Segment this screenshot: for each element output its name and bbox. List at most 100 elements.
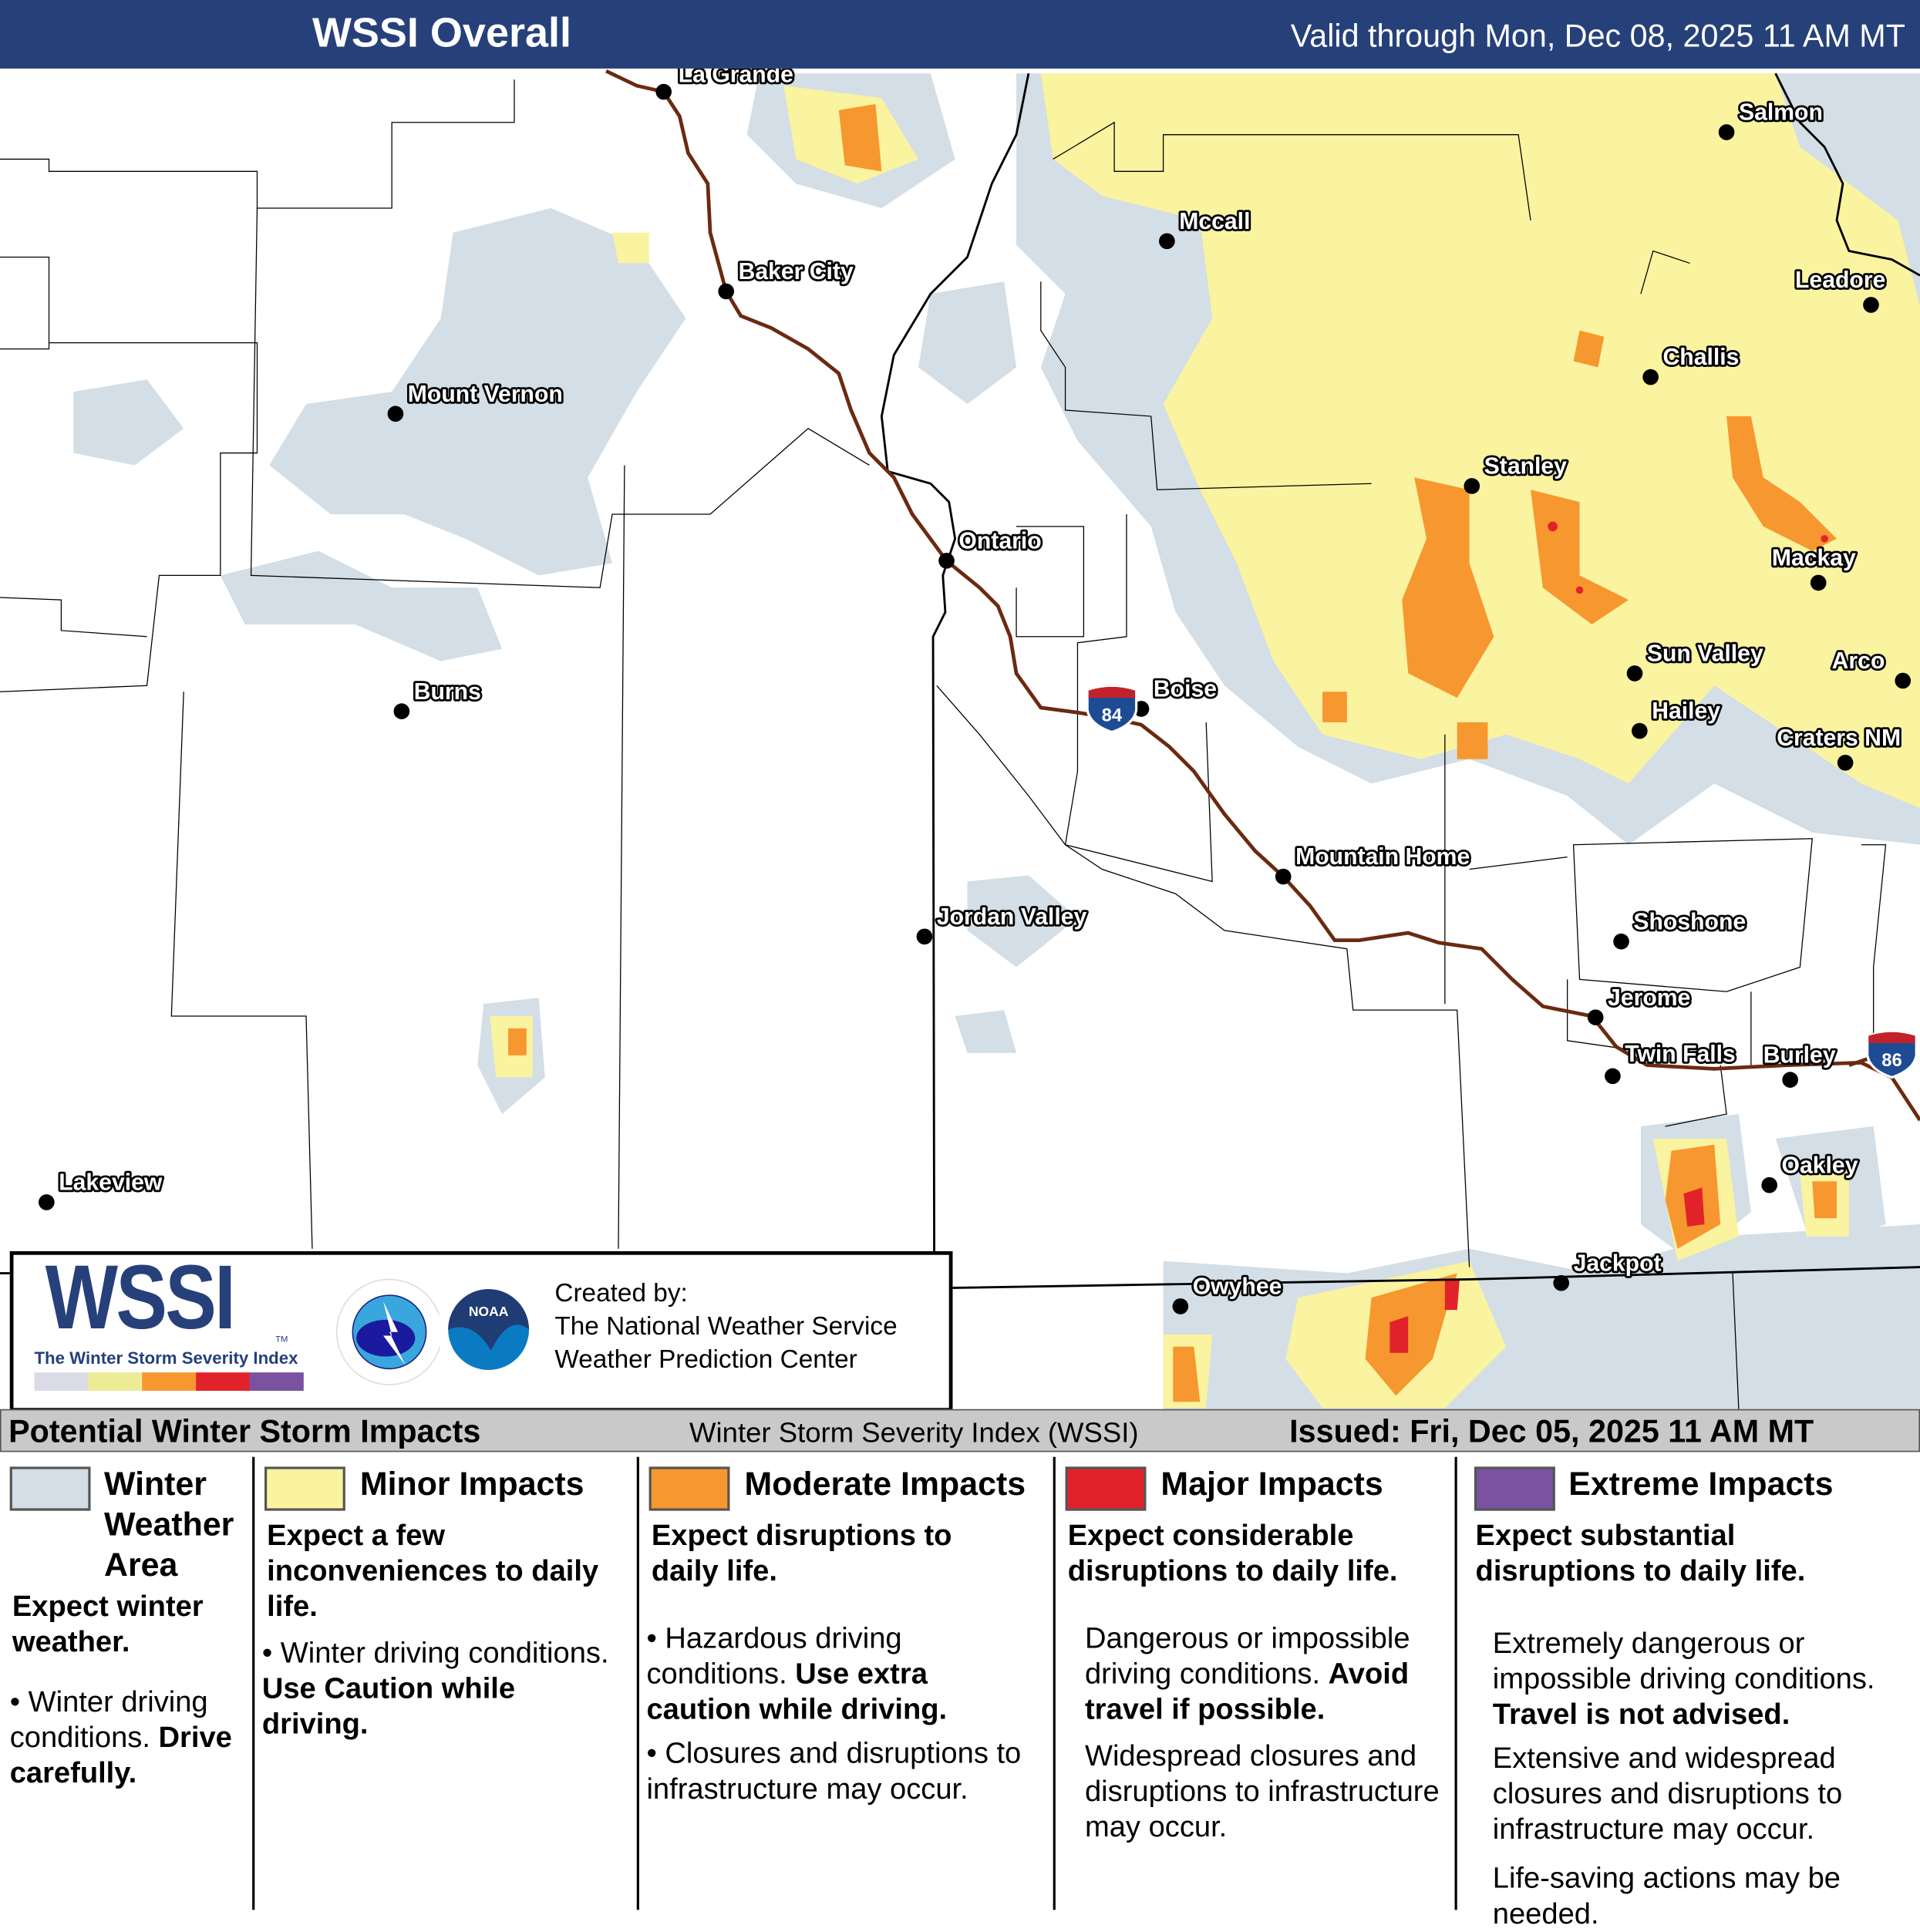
city-dot <box>718 283 735 300</box>
legend-extreme: Extreme Impacts Expect substantial disru… <box>1457 1452 1918 1930</box>
city-dot <box>393 703 410 719</box>
city-hailey: Hailey <box>1632 696 1723 739</box>
category-expect: Expect considerable disruptions to daily… <box>1067 1519 1398 1588</box>
city-label: Stanley <box>1484 454 1567 480</box>
city-jerome: Jerome <box>1587 983 1693 1025</box>
detail-text: Winter driving conditions. <box>9 1685 208 1755</box>
city-dot <box>1895 672 1912 689</box>
valid-through: Valid through Mon, Dec 08, 2025 11 AM MT <box>1290 17 1905 54</box>
city-dot <box>655 83 672 100</box>
city-jordan-valley: Jordan Valley <box>916 902 1089 945</box>
city-label: Salmon <box>1739 100 1823 126</box>
city-owyhee: Owyhee <box>1172 1272 1284 1314</box>
moderate-impact-areas <box>508 103 1837 1402</box>
moderate-swatch <box>648 1466 730 1511</box>
city-stanley: Stanley <box>1464 452 1569 494</box>
detail-text: Hazardous driving conditions. <box>646 1622 902 1691</box>
city-label: Challis <box>1663 345 1740 370</box>
city-label: Arco <box>1832 648 1885 674</box>
minor-swatch <box>264 1466 345 1511</box>
city-label: Shoshone <box>1633 909 1746 934</box>
city-label: Jackpot <box>1574 1250 1662 1276</box>
city-dot <box>1605 1068 1621 1085</box>
detail-text: Dangerous or impossible driving conditio… <box>1084 1622 1410 1691</box>
legend-title: Potential Winter Storm Impacts <box>8 1412 481 1450</box>
legend-index-name: Winter Storm Severity Index (WSSI) <box>689 1416 1139 1449</box>
city-dot <box>916 928 933 945</box>
shield-route-number: 84 <box>1102 705 1123 725</box>
detail-bold: Travel is not advised. <box>1492 1698 1790 1732</box>
category-name: Extreme Impacts <box>1568 1465 1834 1503</box>
category-detail: Dangerous or impossible driving conditio… <box>1085 1621 1452 1728</box>
noaa-logo-icon: NOAA <box>436 1277 541 1382</box>
major-swatch <box>1065 1466 1147 1511</box>
city-label: Jordan Valley <box>937 904 1087 930</box>
county-borders <box>0 79 1887 1411</box>
city-label: Hailey <box>1652 698 1720 724</box>
city-dot <box>1782 1072 1798 1088</box>
city-mount-vernon: Mount Vernon <box>387 379 565 422</box>
city-dot <box>938 552 955 569</box>
city-burns: Burns <box>393 677 483 719</box>
city-label: Craters NM <box>1777 725 1901 751</box>
city-label: Burns <box>414 679 481 705</box>
wssi-color-bar <box>34 1372 304 1391</box>
category-detail: • Hazardous driving conditions. Use extr… <box>646 1622 948 1727</box>
city-label: Mount Vernon <box>408 382 563 407</box>
detail-text: Closures and disruptions to infrastructu… <box>646 1737 1022 1806</box>
category-detail: • Closures and disruptions to infrastruc… <box>646 1737 1022 1806</box>
city-baker-city: Baker City <box>718 257 856 300</box>
winter-weather-swatch <box>9 1466 91 1511</box>
city-label: Sun Valley <box>1647 641 1763 667</box>
city-dot <box>1626 665 1643 682</box>
city-dot <box>1587 1009 1604 1025</box>
category-name: Moderate Impacts <box>744 1465 1026 1503</box>
major-impact-areas <box>1389 521 1828 1353</box>
city-dot <box>1632 722 1648 739</box>
city-label: Jerome <box>1608 985 1690 1011</box>
divider <box>636 1456 639 1910</box>
interstate-86-shield: 86 <box>1866 1031 1918 1079</box>
detail-text: Extremely dangerous or impossible drivin… <box>1492 1627 1875 1696</box>
category-detail: Extremely dangerous or impossible drivin… <box>1493 1626 1915 1732</box>
city-dot <box>1837 755 1854 771</box>
city-dot <box>1159 233 1175 250</box>
city-label: Oakley <box>1782 1153 1858 1178</box>
issued-date: Issued: Fri, Dec 05, 2025 11 AM MT <box>1289 1412 1814 1450</box>
divider <box>1053 1456 1056 1910</box>
category-expect: Expect a few inconveniences to daily lif… <box>267 1519 599 1624</box>
extreme-swatch <box>1474 1466 1555 1511</box>
city-dot <box>1642 369 1659 385</box>
city-lakeview: Lakeview <box>39 1168 165 1210</box>
category-detail: Extensive and widespread closures and di… <box>1492 1742 1843 1846</box>
city-dot <box>387 406 404 422</box>
city-boise: Boise <box>1133 675 1219 717</box>
city-challis: Challis <box>1642 342 1741 385</box>
category-name: Minor Impacts <box>359 1465 584 1503</box>
city-label: Boise <box>1154 677 1217 702</box>
legend-major: Major Impacts Expect considerable disrup… <box>1056 1452 1455 1912</box>
detail-bold: Avoid travel if possible. <box>1084 1658 1410 1727</box>
trademark: TM <box>275 1335 288 1345</box>
impact-map[interactable]: La Grande Baker City Mount Vernon Burns Lake… <box>0 68 1920 1411</box>
noaa-text: NOAA <box>469 1304 509 1319</box>
legend-winter-weather: Winter Weather Area Expect winter weathe… <box>0 1452 252 1912</box>
category-name: Major Impacts <box>1160 1465 1383 1503</box>
category-expect: Expect substantial disruptions to daily … <box>1475 1519 1806 1588</box>
divider <box>1454 1456 1457 1910</box>
city-ontario: Ontario <box>938 527 1043 569</box>
city-mountain-home: Mountain Home <box>1275 842 1472 885</box>
city-label: Baker City <box>739 259 854 284</box>
city-jackpot: Jackpot <box>1553 1249 1663 1291</box>
detail-text: Winter driving conditions. <box>280 1637 609 1671</box>
city-label: Ontario <box>958 528 1041 554</box>
city-dot <box>1863 297 1879 313</box>
city-dot <box>1553 1274 1570 1291</box>
shield-route-number: 86 <box>1881 1050 1902 1071</box>
category-detail: • Winter driving conditions. Drive caref… <box>9 1685 232 1790</box>
city-dot <box>1275 868 1292 885</box>
city-la-grande: La Grande <box>655 69 796 100</box>
category-detail: Life-saving actions may be needed. <box>1492 1862 1841 1931</box>
city-oakley: Oakley <box>1761 1151 1860 1193</box>
